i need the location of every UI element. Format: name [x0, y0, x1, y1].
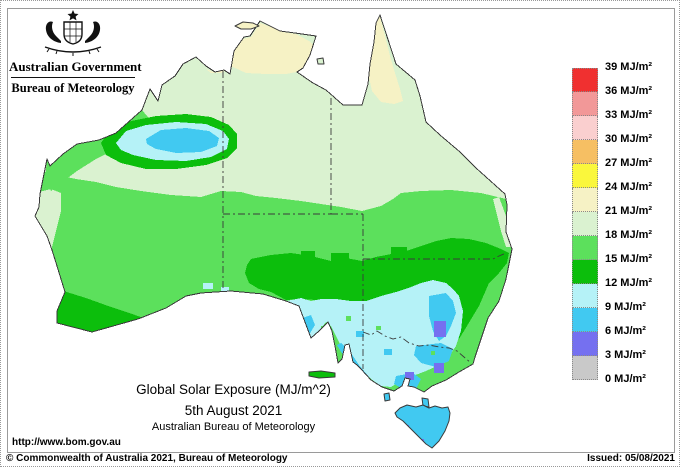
region-speckle: [431, 351, 435, 355]
kangaroo-island: [308, 370, 336, 379]
region-vic-3-6: [434, 363, 444, 373]
legend-label: 12 MJ/m²: [605, 277, 653, 289]
region-nsw-12-15: [442, 246, 493, 339]
tasmania-3-6: [400, 425, 409, 440]
map-title: Global Solar Exposure (MJ/m^2): [136, 382, 331, 397]
map-frame: [7, 8, 675, 453]
legend-label: 21 MJ/m²: [605, 205, 653, 217]
legend-label: 33 MJ/m²: [605, 109, 653, 121]
coat-of-arms: [44, 10, 102, 56]
region-speckle: [346, 316, 351, 321]
legend: 39 MJ/m² 36 MJ/m² 33 MJ/m² 30 MJ/m² 27 MJ/m²…: [572, 61, 679, 385]
legend-swatch: [572, 188, 598, 212]
header: Australian Government Bureau of Meteorol…: [9, 9, 142, 96]
legend-swatch: [572, 212, 598, 236]
bureau-title: Bureau of Meteorology: [11, 81, 135, 95]
map-date: 5th August 2021: [184, 403, 283, 418]
mainland-regions: [34, 14, 513, 393]
flinders-island: [421, 397, 430, 408]
map-attribution: Australian Bureau of Meteorology: [151, 421, 316, 433]
region-pilbara-core-6-9: [146, 128, 219, 153]
region-speckle: [376, 326, 381, 330]
issued-date: Issued: 05/08/2021: [587, 453, 675, 464]
king-island: [383, 392, 391, 402]
tasmania-coastline: [394, 404, 451, 449]
legend-label: 39 MJ/m²: [605, 61, 653, 73]
emu-icon: [85, 21, 101, 43]
region-bight-speckle: [221, 287, 229, 292]
nsw-vic-border: [362, 330, 472, 364]
state-borders: [222, 71, 507, 369]
region-capeyork-21-24: [367, 17, 403, 104]
legend-swatch: [572, 356, 598, 380]
region-speckle: [384, 349, 392, 355]
region-topend-21-24: [206, 23, 317, 74]
mainland-coastline: [34, 14, 513, 393]
shield-icon: [63, 21, 83, 45]
legend-label: 27 MJ/m²: [605, 157, 653, 169]
legend-swatch: [572, 164, 598, 188]
legend-swatch: [572, 140, 598, 164]
region-melb-3-6: [405, 372, 414, 380]
region-dark-patch: [391, 247, 407, 254]
region-speckle: [356, 331, 364, 337]
legend-label: 24 MJ/m²: [605, 181, 653, 193]
region-dark-patch: [331, 253, 349, 261]
region-dark-patch: [301, 251, 315, 258]
legend-swatch: [572, 284, 598, 308]
legend-swatch: [572, 236, 598, 260]
legend-label: 6 MJ/m²: [605, 325, 646, 337]
legend-label: 36 MJ/m²: [605, 85, 653, 97]
legend-swatch: [572, 260, 598, 284]
kangaroo-icon: [45, 21, 61, 43]
melville-island: [234, 21, 260, 30]
legend-swatch: [572, 308, 598, 332]
legend-label: 15 MJ/m²: [605, 253, 653, 265]
legend-label: 18 MJ/m²: [605, 229, 653, 241]
government-title: Australian Government: [9, 59, 142, 74]
wreath-icon: [44, 46, 102, 53]
legend-swatch: [572, 92, 598, 116]
tasmania-6-9: [395, 405, 450, 448]
legend-swatch: [572, 332, 598, 356]
legend-swatch: [572, 116, 598, 140]
qld-nsw-border: [363, 252, 507, 260]
islands: [234, 21, 451, 449]
header-divider: [11, 77, 135, 78]
legend-swatch: [572, 68, 598, 92]
region-south-band-12-15: [245, 238, 509, 302]
legend-label: 30 MJ/m²: [605, 133, 653, 145]
region-snowy-3-6: [434, 321, 446, 337]
copyright-text: © Commonwealth of Australia 2021, Bureau…: [6, 453, 288, 464]
region-bight-speckle: [203, 283, 213, 289]
title-block: Global Solar Exposure (MJ/m^2) 5th Augus…: [106, 382, 361, 433]
legend-label: 0 MJ/m²: [605, 373, 646, 385]
groote-island: [316, 57, 325, 65]
star-icon: [67, 10, 79, 21]
legend-label: 3 MJ/m²: [605, 349, 646, 361]
legend-label: 9 MJ/m²: [605, 301, 646, 313]
bom-url: http://www.bom.gov.au: [12, 437, 121, 448]
